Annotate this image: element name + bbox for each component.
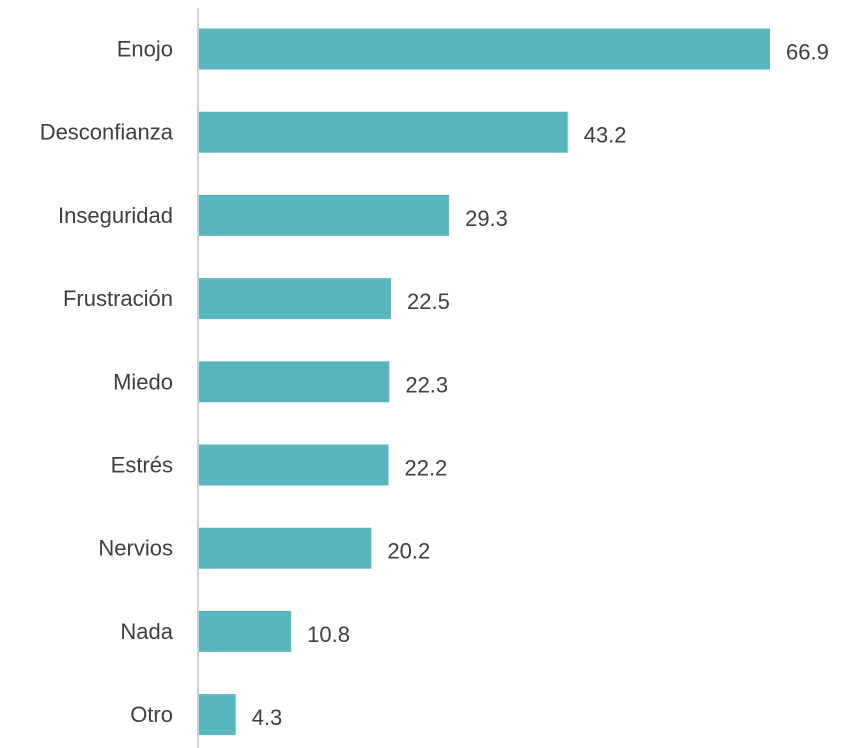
category-label: Nada bbox=[120, 619, 173, 644]
value-label: 29.3 bbox=[465, 206, 508, 231]
category-label: Miedo bbox=[113, 369, 173, 394]
bar bbox=[199, 28, 770, 70]
bar bbox=[199, 361, 390, 403]
bar bbox=[199, 278, 392, 320]
value-label: 10.8 bbox=[307, 622, 350, 647]
bar bbox=[199, 194, 450, 236]
bars-group: Enojo 66.9 Desconfianza 43.2 Inseguridad 29.3… bbox=[40, 28, 829, 736]
category-label: Estrés bbox=[111, 453, 173, 478]
value-label: 22.3 bbox=[405, 372, 448, 397]
category-label: Nervios bbox=[98, 536, 173, 561]
value-label: 43.2 bbox=[584, 123, 627, 148]
bar bbox=[199, 694, 236, 736]
category-label: Inseguridad bbox=[58, 203, 173, 228]
value-label: 22.2 bbox=[404, 456, 447, 481]
bar bbox=[199, 610, 292, 652]
category-label: Desconfianza bbox=[40, 120, 174, 145]
value-label: 66.9 bbox=[786, 40, 829, 65]
bar bbox=[199, 111, 568, 153]
value-label: 4.3 bbox=[252, 705, 283, 730]
bar bbox=[199, 527, 372, 569]
category-label: Frustración bbox=[63, 286, 173, 311]
value-label: 20.2 bbox=[387, 539, 430, 564]
category-label: Otro bbox=[130, 702, 173, 727]
bar bbox=[199, 444, 389, 486]
category-label: Enojo bbox=[117, 37, 173, 62]
value-label: 22.5 bbox=[407, 289, 450, 314]
